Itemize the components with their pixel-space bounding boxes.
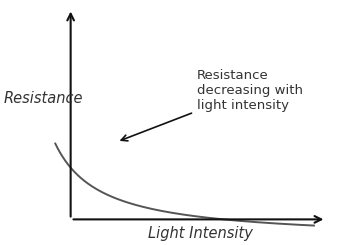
Text: Light Intensity: Light Intensity bbox=[148, 226, 252, 241]
Text: Resistance: Resistance bbox=[3, 91, 83, 106]
Text: Resistance
decreasing with
light intensity: Resistance decreasing with light intensi… bbox=[121, 69, 303, 141]
